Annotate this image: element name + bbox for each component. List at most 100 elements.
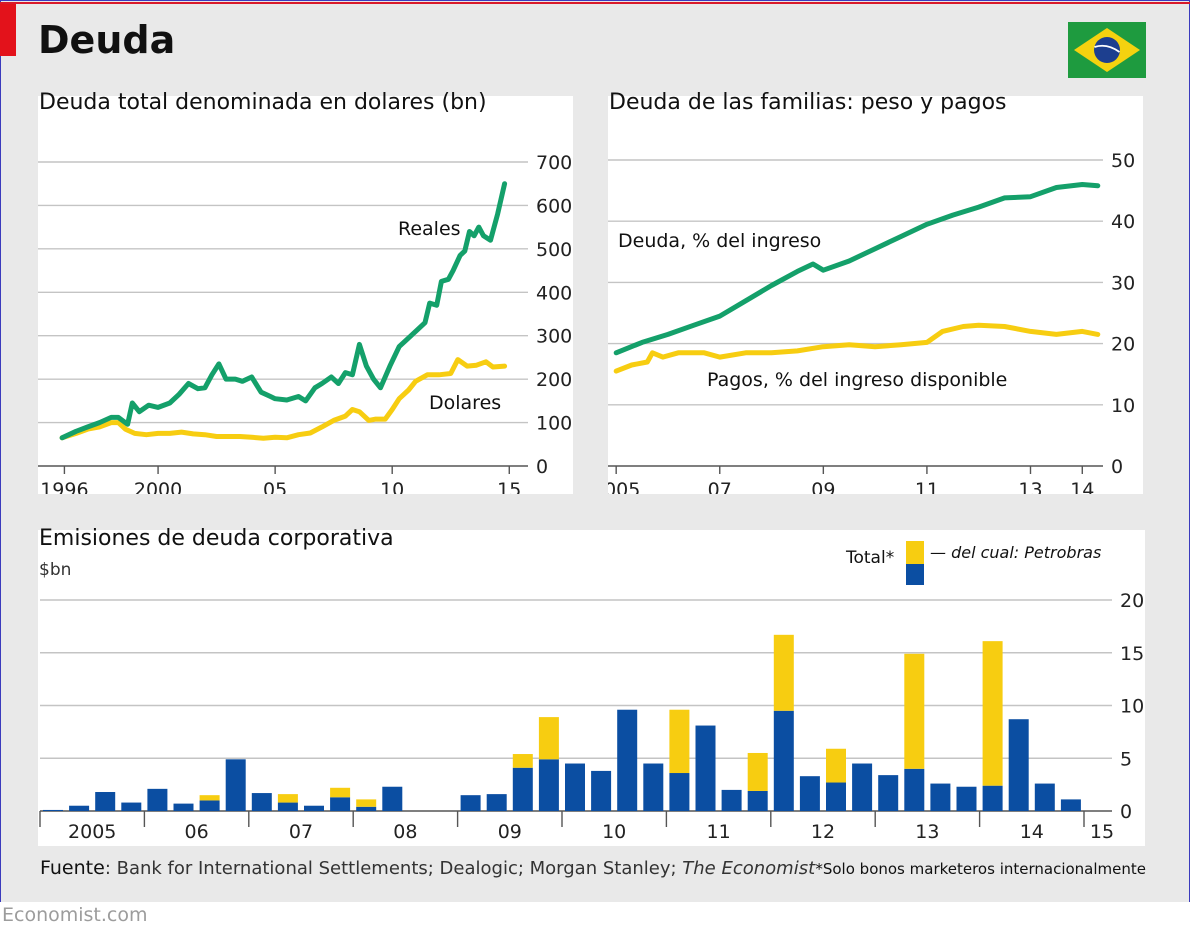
source-label: Fuente	[40, 857, 105, 879]
y-tick-label: 200	[536, 369, 572, 391]
x-tick-label: 13	[915, 821, 939, 843]
bar-total	[878, 775, 899, 811]
chart-corporate-issuance: 0 5 10 15 20 2005 06 07 08 09 10 11 12 13 14 15 Emision…	[38, 526, 1145, 846]
y-tick-label: 100	[536, 413, 572, 435]
bar-total	[799, 776, 820, 811]
x-tick-label: 15	[497, 479, 521, 494]
bar-total	[956, 786, 977, 811]
x-tick-label: 2005	[608, 479, 640, 494]
chart-household-debt: 0 10 20 30 40 50 2005 07 09 11 13 14 Deuda de las f…	[608, 90, 1143, 494]
brand-red-mark	[0, 4, 16, 56]
x-tick-label: 13	[1018, 479, 1042, 494]
unit-label: $bn	[39, 560, 72, 580]
bar-total	[121, 802, 142, 811]
series-line	[59, 181, 508, 441]
x-tick-label: 1996	[40, 479, 88, 494]
bar-petrobras	[982, 641, 1003, 786]
series-label-dolares: Dolares	[429, 392, 502, 414]
series-label-pagos: Pagos, % del ingreso disponible	[707, 369, 1008, 391]
x-tick-label: 2005	[68, 821, 116, 843]
bar-total	[852, 763, 873, 811]
bar-total	[277, 802, 298, 811]
chart-total-debt: 0 100 200 300 400 500 600 700 1996 2000 05 10 15 Deu…	[38, 90, 573, 494]
bar-total	[304, 805, 324, 811]
x-tick-label: 15	[1090, 821, 1114, 843]
bar-total	[173, 803, 194, 811]
x-tick-label: 05	[263, 479, 287, 494]
bar-total	[1008, 719, 1029, 811]
x-tick-label: 09	[498, 821, 522, 843]
legend-petrobras-swatch	[906, 541, 924, 564]
bar-petrobras	[826, 748, 846, 783]
bar-total	[538, 759, 559, 811]
total-debt-plot: 0 100 200 300 400 500 600 700 1996 2000 05 10 15	[38, 96, 573, 494]
series-line	[613, 322, 1101, 374]
x-tick-label: 06	[185, 821, 209, 843]
bar-total	[904, 768, 925, 811]
bar-total	[721, 789, 742, 811]
y-tick-label: 400	[536, 282, 572, 304]
bar-total	[199, 800, 220, 811]
bar-petrobras	[747, 752, 768, 791]
bar-petrobras	[904, 653, 925, 769]
y-tick-label: 15	[1120, 643, 1144, 665]
source-text: : Bank for International Settlements; De…	[104, 858, 683, 879]
bar-total	[486, 794, 507, 811]
x-tick-label: 10	[380, 479, 404, 494]
bar-total	[460, 795, 481, 811]
y-tick-label: 40	[1111, 211, 1135, 233]
bar-total	[1034, 783, 1055, 811]
y-tick-label: 20	[1120, 590, 1144, 612]
bar-total	[982, 785, 1003, 811]
bar-total	[747, 790, 768, 811]
bar-total	[356, 806, 377, 811]
footnote: *Solo bonos marketeros internacionalment…	[815, 860, 1146, 878]
bar-total	[69, 805, 90, 811]
chart-title: Deuda total denominada en dolares (bn)	[39, 90, 487, 115]
bar-total	[565, 763, 585, 811]
bar-total	[382, 786, 403, 811]
bar-petrobras	[669, 709, 690, 774]
y-tick-label: 0	[536, 456, 548, 478]
bar-total	[43, 809, 63, 811]
bar-total	[773, 710, 794, 811]
bar-total	[591, 770, 612, 811]
bar-petrobras	[512, 754, 533, 768]
y-tick-label: 5	[1120, 748, 1132, 770]
top-rule	[0, 2, 1190, 4]
bar-total	[330, 797, 351, 811]
brand-link[interactable]: Economist.com	[2, 904, 148, 926]
x-tick-label: 11	[915, 479, 939, 494]
plot-background	[608, 96, 1143, 494]
y-tick-label: 50	[1111, 150, 1135, 172]
legend-total-swatch	[906, 564, 924, 585]
y-tick-label: 700	[536, 152, 572, 174]
legend-total-label: Total*	[846, 548, 895, 568]
bar-petrobras	[330, 787, 351, 798]
bar-total	[225, 759, 246, 811]
bar-total	[251, 793, 272, 811]
bar-petrobras	[199, 795, 220, 801]
y-tick-label: 300	[536, 326, 572, 348]
x-tick-label: 07	[708, 479, 732, 494]
chart-title: Deuda de las familias: peso y pagos	[609, 90, 1007, 115]
x-tick-label: 10	[602, 821, 626, 843]
series-label-deuda: Deuda, % del ingreso	[618, 230, 822, 252]
chart-title: Emisiones de deuda corporativa	[39, 526, 394, 551]
bar-petrobras	[538, 717, 559, 760]
y-tick-label: 0	[1120, 801, 1132, 823]
bar-total	[643, 763, 664, 811]
footer-bar	[0, 902, 1190, 936]
source-publication: The Economist	[682, 858, 816, 879]
y-tick-label: 10	[1120, 696, 1144, 718]
bar-total	[826, 782, 846, 811]
bar-total	[930, 783, 951, 811]
x-tick-label: 08	[393, 821, 417, 843]
y-tick-label: 20	[1111, 334, 1135, 356]
x-tick-label: 14	[1070, 479, 1094, 494]
x-tick-label: 2000	[134, 479, 182, 494]
brazil-flag-icon	[1068, 22, 1146, 78]
bar-total	[669, 773, 690, 811]
bar-petrobras	[356, 799, 377, 807]
bar-total	[617, 709, 638, 811]
